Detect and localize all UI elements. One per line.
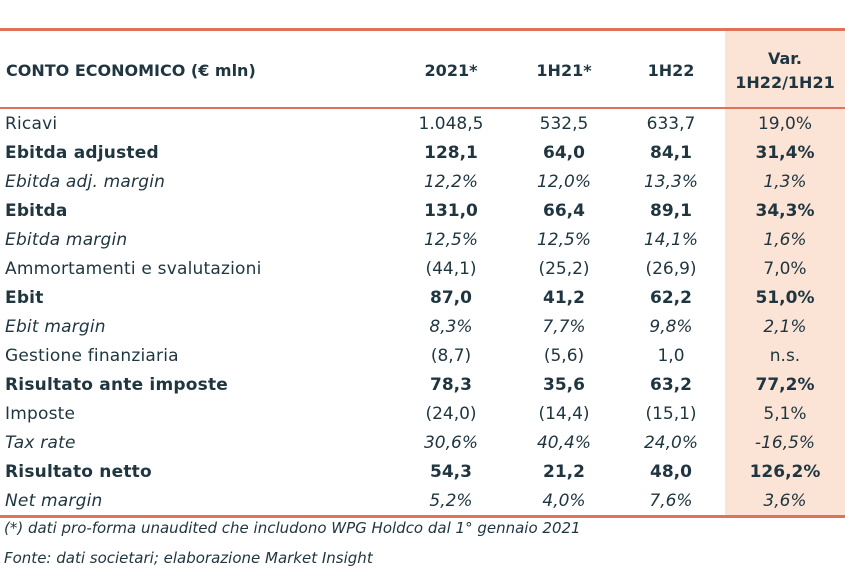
- row-label: Ebit: [5, 288, 44, 308]
- value-2021: 30,6%: [423, 433, 478, 453]
- table-row: Risultato ante imposte 78,3 35,6 63,2 77,2%: [0, 371, 845, 400]
- value-2021: 1.048,5: [418, 114, 484, 134]
- value-2021: 8,3%: [429, 317, 473, 337]
- table-row: Ebitda adj. margin 12,2% 12,0% 13,3% 1,3%: [0, 168, 845, 197]
- value-variation: 19,0%: [757, 114, 812, 134]
- value-1h21: 532,5: [539, 114, 589, 134]
- value-2021: (24,0): [425, 404, 477, 424]
- row-label: Imposte: [5, 404, 76, 424]
- value-2021: 128,1: [424, 143, 478, 163]
- value-1h21: 4,0%: [542, 491, 586, 511]
- value-2021: 5,2%: [429, 491, 473, 511]
- row-label: Ammortamenti e svalutazioni: [5, 259, 262, 279]
- value-2021: (44,1): [425, 259, 477, 279]
- row-label: Tax rate: [5, 433, 76, 453]
- header-label: CONTO ECONOMICO (€ mln): [6, 61, 256, 80]
- header-col-1h22: 1H22: [647, 61, 695, 80]
- value-1h21: (14,4): [538, 404, 590, 424]
- value-2021: 131,0: [424, 201, 478, 221]
- value-1h21: 12,0%: [536, 172, 591, 192]
- row-label: Ricavi: [5, 114, 58, 134]
- value-1h21: 41,2: [543, 288, 585, 308]
- table-row: Ebitda margin 12,5% 12,5% 14,1% 1,6%: [0, 226, 845, 255]
- value-1h22: (26,9): [645, 259, 697, 279]
- table-top-rule: [0, 28, 845, 31]
- row-label: Risultato netto: [5, 462, 152, 482]
- header-var-line1: Var.: [768, 49, 802, 68]
- table-row: Ebit margin 8,3% 7,7% 9,8% 2,1%: [0, 313, 845, 342]
- header-col-1h21: 1H21*: [536, 61, 592, 80]
- value-1h21: 64,0: [543, 143, 585, 163]
- value-2021: 87,0: [430, 288, 472, 308]
- table-row: Ricavi 1.048,5 532,5 633,7 19,0%: [0, 110, 845, 139]
- value-1h21: (25,2): [538, 259, 590, 279]
- value-1h21: 7,7%: [542, 317, 586, 337]
- row-label: Ebitda adj. margin: [5, 172, 166, 192]
- value-1h21: (5,6): [543, 346, 585, 366]
- value-1h22: 24,0%: [643, 433, 698, 453]
- value-1h22: 1,0: [657, 346, 685, 366]
- value-2021: 54,3: [430, 462, 472, 482]
- value-1h22: 9,8%: [649, 317, 693, 337]
- value-variation: 1,3%: [763, 172, 807, 192]
- table-bottom-rule: [0, 515, 845, 518]
- value-1h22: 84,1: [650, 143, 692, 163]
- row-label: Risultato ante imposte: [5, 375, 229, 395]
- value-1h22: 14,1%: [643, 230, 698, 250]
- value-variation: 51,0%: [755, 288, 815, 308]
- value-2021: (8,7): [430, 346, 472, 366]
- value-1h21: 21,2: [543, 462, 585, 482]
- value-variation: 126,2%: [749, 462, 821, 482]
- value-variation: 2,1%: [763, 317, 807, 337]
- value-1h22: (15,1): [645, 404, 697, 424]
- value-2021: 12,2%: [423, 172, 478, 192]
- header-col-variation: Var. 1H22/1H21: [725, 47, 845, 95]
- footnote: (*) dati pro-forma unaudited che includo…: [4, 519, 581, 537]
- row-label: Gestione finanziaria: [5, 346, 179, 366]
- value-variation: -16,5%: [754, 433, 816, 453]
- table-row: Ebitda 131,0 66,4 89,1 34,3%: [0, 197, 845, 226]
- value-variation: 34,3%: [755, 201, 815, 221]
- row-label: Ebitda adjusted: [5, 143, 159, 163]
- row-label: Net margin: [5, 491, 103, 511]
- value-1h21: 35,6: [543, 375, 585, 395]
- value-variation: 3,6%: [763, 491, 807, 511]
- value-2021: 78,3: [430, 375, 472, 395]
- header-col-2021: 2021*: [424, 61, 478, 80]
- table-row: Gestione finanziaria (8,7) (5,6) 1,0 n.s.: [0, 342, 845, 371]
- value-1h22: 7,6%: [649, 491, 693, 511]
- table-row: Imposte (24,0) (14,4) (15,1) 5,1%: [0, 400, 845, 429]
- table-row: Ebit 87,0 41,2 62,2 51,0%: [0, 284, 845, 313]
- source-note: Fonte: dati societari; elaborazione Mark…: [4, 549, 373, 567]
- value-1h22: 89,1: [650, 201, 692, 221]
- table-row: Ebitda adjusted 128,1 64,0 84,1 31,4%: [0, 139, 845, 168]
- row-label: Ebit margin: [5, 317, 106, 337]
- value-1h22: 48,0: [650, 462, 692, 482]
- value-variation: 7,0%: [763, 259, 807, 279]
- value-1h22: 13,3%: [643, 172, 698, 192]
- value-1h21: 40,4%: [536, 433, 591, 453]
- table-row: Tax rate 30,6% 40,4% 24,0% -16,5%: [0, 429, 845, 458]
- table-header: CONTO ECONOMICO (€ mln) 2021* 1H21* 1H22…: [0, 31, 845, 107]
- variation-column-background: [725, 31, 845, 515]
- header-bottom-rule: [0, 107, 845, 109]
- table-row: Ammortamenti e svalutazioni (44,1) (25,2) (…: [0, 255, 845, 284]
- table-row: Risultato netto 54,3 21,2 48,0 126,2%: [0, 458, 845, 487]
- header-var-line2: 1H22/1H21: [735, 73, 835, 92]
- value-variation: 1,6%: [763, 230, 807, 250]
- value-variation: n.s.: [769, 346, 801, 366]
- table-row: Net margin 5,2% 4,0% 7,6% 3,6%: [0, 487, 845, 516]
- row-label: Ebitda: [5, 201, 68, 221]
- value-1h21: 66,4: [543, 201, 585, 221]
- value-1h22: 62,2: [650, 288, 692, 308]
- value-1h21: 12,5%: [536, 230, 591, 250]
- value-1h22: 633,7: [646, 114, 696, 134]
- value-variation: 77,2%: [755, 375, 815, 395]
- value-1h22: 63,2: [650, 375, 692, 395]
- row-label: Ebitda margin: [5, 230, 128, 250]
- value-variation: 5,1%: [763, 404, 807, 424]
- value-2021: 12,5%: [423, 230, 478, 250]
- value-variation: 31,4%: [755, 143, 815, 163]
